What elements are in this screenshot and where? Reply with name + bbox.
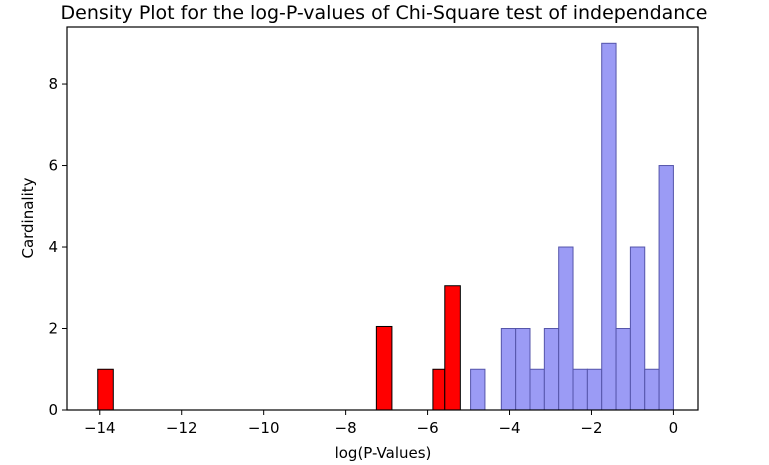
x-tick-label: −12: [166, 419, 198, 437]
chart-title: Density Plot for the log-P-values of Chi…: [61, 2, 708, 24]
histogram-bar: [500, 328, 517, 411]
histogram-bar: [615, 328, 631, 411]
histogram-bar: [658, 165, 674, 411]
x-tick-label: −10: [248, 419, 280, 437]
plot-frame: [66, 26, 699, 411]
histogram-bar: [601, 42, 617, 411]
x-tick-label: −2: [580, 419, 602, 437]
histogram-bar: [529, 368, 545, 411]
histogram-bar: [543, 328, 560, 411]
x-axis-label: log(P-Values): [335, 444, 432, 462]
histogram-bar: [644, 368, 660, 411]
histogram-bar: [470, 368, 486, 411]
histogram-bar: [572, 368, 588, 411]
y-tick-label: 6: [48, 157, 58, 175]
y-tick-label: 4: [48, 238, 58, 256]
y-tick-label: 2: [48, 320, 58, 338]
x-tick-label: −14: [84, 419, 116, 437]
y-axis-label: Cardinality: [19, 177, 37, 258]
histogram-bar: [97, 368, 114, 411]
histogram-bar: [558, 246, 574, 411]
histogram-bar: [515, 328, 531, 411]
x-tick-label: −6: [417, 419, 439, 437]
histogram-bar: [444, 285, 461, 411]
x-tick-label: −4: [498, 419, 520, 437]
histogram-bar: [629, 246, 646, 411]
y-tick-label: 8: [48, 75, 58, 93]
x-tick-label: 0: [669, 419, 679, 437]
histogram-bar: [375, 325, 393, 411]
y-axis: 0 2 4 6 8: [48, 75, 67, 419]
x-tick-label: −8: [335, 419, 357, 437]
histogram-bar: [586, 368, 603, 411]
histogram-bar: [432, 368, 446, 411]
y-tick-label: 0: [48, 401, 58, 419]
bars-group: [97, 42, 674, 411]
x-axis: −14 −12 −10 −8 −6 −4 −2 0: [84, 410, 678, 437]
